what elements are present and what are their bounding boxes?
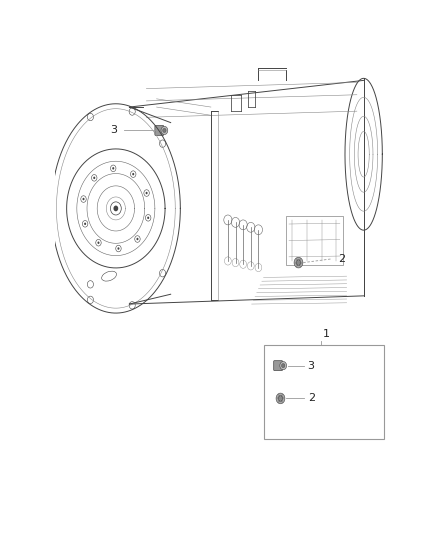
Circle shape xyxy=(278,395,283,401)
FancyBboxPatch shape xyxy=(274,361,283,370)
Circle shape xyxy=(117,247,120,250)
Circle shape xyxy=(161,126,168,134)
Text: 3: 3 xyxy=(110,125,117,135)
Circle shape xyxy=(145,192,148,194)
FancyBboxPatch shape xyxy=(155,126,164,135)
Circle shape xyxy=(162,128,166,133)
Circle shape xyxy=(112,167,114,169)
Text: 3: 3 xyxy=(307,361,314,370)
Bar xyxy=(264,345,384,440)
Circle shape xyxy=(147,216,149,219)
Circle shape xyxy=(280,361,286,370)
Circle shape xyxy=(137,238,138,240)
Circle shape xyxy=(82,198,85,200)
Circle shape xyxy=(276,393,285,404)
Text: 2: 2 xyxy=(307,393,315,403)
Circle shape xyxy=(93,176,95,179)
Circle shape xyxy=(282,364,285,368)
Bar xyxy=(286,216,343,265)
Circle shape xyxy=(132,173,134,175)
Text: 1: 1 xyxy=(323,329,330,339)
Text: 2: 2 xyxy=(338,254,345,264)
Circle shape xyxy=(294,257,303,268)
Circle shape xyxy=(296,260,301,265)
Circle shape xyxy=(113,206,118,211)
Circle shape xyxy=(84,223,86,225)
Circle shape xyxy=(97,241,99,244)
